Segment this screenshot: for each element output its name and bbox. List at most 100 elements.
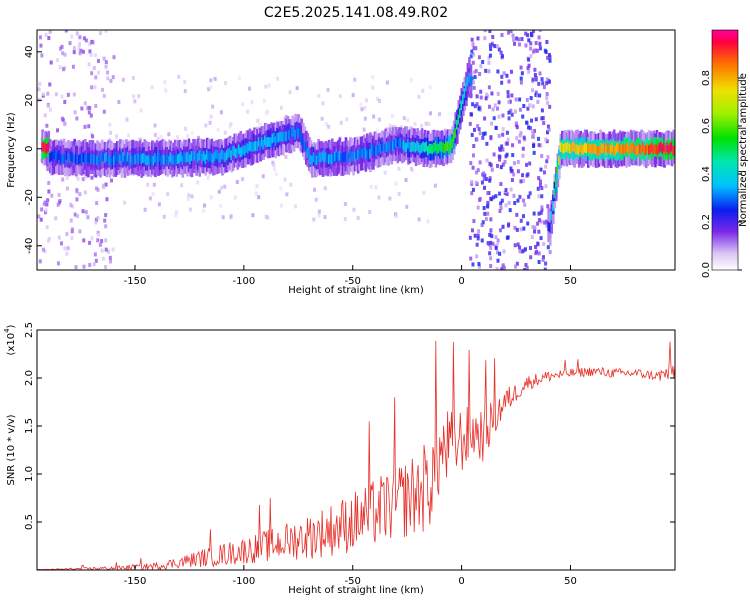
heat-cell	[334, 151, 337, 162]
heat-cell	[646, 143, 650, 154]
heat-cell	[207, 152, 211, 163]
heat-cell	[46, 198, 50, 203]
heat-cell	[54, 92, 58, 97]
heat-cell	[279, 105, 283, 110]
heat-cell	[490, 234, 494, 239]
heat-cell	[59, 241, 63, 246]
heat-cell	[312, 217, 316, 222]
heat-cell	[468, 235, 472, 240]
heat-cell	[64, 154, 67, 165]
heat-cell	[137, 153, 140, 164]
heat-cell	[45, 225, 49, 230]
heat-cell	[547, 53, 551, 58]
heat-cell	[579, 142, 583, 153]
heat-cell	[470, 112, 474, 117]
heat-cell	[506, 94, 510, 99]
heat-cell	[362, 127, 366, 132]
heat-cell	[410, 142, 413, 153]
y-tick-label: 0.5	[24, 514, 35, 530]
heat-cell	[209, 78, 213, 83]
x-tick-label: 50	[564, 276, 577, 287]
heat-cell	[41, 141, 44, 152]
heat-cell	[505, 73, 509, 78]
heat-cell	[531, 225, 535, 230]
heat-cell	[38, 259, 42, 264]
heat-cell	[370, 144, 374, 154]
heat-cell	[548, 222, 552, 233]
heat-cell	[49, 60, 53, 65]
heat-cell	[497, 154, 501, 159]
heat-cell	[231, 145, 235, 156]
heat-cell	[371, 85, 375, 90]
heat-cell	[468, 72, 471, 83]
y-tick-label: 1.5	[24, 418, 35, 434]
heat-cell	[160, 155, 163, 166]
heat-cell	[505, 152, 509, 157]
heat-cell	[551, 201, 555, 211]
heat-cell	[82, 152, 86, 163]
colorbar-label: Normalized spectral amplitude	[738, 73, 749, 227]
heat-cell	[220, 185, 224, 190]
heat-cell	[521, 214, 525, 219]
heat-cell	[385, 80, 389, 85]
heat-cell	[534, 41, 538, 46]
heat-cell	[72, 46, 76, 51]
heat-cell	[622, 144, 625, 154]
heat-cell	[545, 219, 549, 224]
heat-cell	[522, 179, 526, 184]
heat-cell	[488, 53, 492, 58]
heat-cell	[502, 71, 506, 76]
heat-cell	[489, 263, 493, 268]
heat-cell	[531, 132, 535, 137]
heat-cell	[241, 102, 245, 107]
heat-cell	[224, 81, 228, 86]
heat-cell	[512, 37, 516, 42]
heat-cell	[488, 43, 492, 48]
heat-cell	[43, 210, 47, 215]
heat-cell	[392, 125, 396, 130]
heat-cell	[472, 143, 476, 148]
heat-cell	[235, 180, 239, 185]
heat-cell	[372, 145, 375, 155]
heat-cell	[385, 142, 389, 152]
heat-cell	[37, 87, 41, 92]
heat-cell	[256, 118, 260, 123]
heat-cell	[190, 151, 194, 161]
heat-cell	[57, 200, 61, 205]
heat-cell	[393, 139, 397, 150]
heat-cell	[397, 166, 401, 171]
heat-cell	[70, 235, 74, 240]
heat-cell	[256, 141, 259, 152]
heat-cell	[537, 259, 541, 264]
colorbar-ticks: 0.0 0.2 0.4 0.6 0.8	[701, 70, 742, 278]
heat-cell	[262, 98, 266, 103]
heat-cell	[76, 176, 80, 181]
heat-cell	[670, 141, 674, 152]
heat-cell	[546, 155, 550, 160]
heat-cell	[474, 170, 478, 175]
heat-cell	[314, 197, 318, 202]
heat-cell	[61, 153, 64, 164]
heat-cell	[221, 149, 224, 160]
heat-cell	[514, 121, 518, 126]
heat-cell	[279, 131, 282, 142]
heat-cell	[184, 152, 188, 163]
heat-cell	[209, 85, 213, 90]
heat-cell	[96, 187, 100, 192]
heat-cell	[479, 64, 483, 69]
heat-cell	[95, 201, 99, 206]
heat-cell	[495, 266, 499, 270]
heat-cell	[543, 220, 547, 225]
heat-cell	[78, 192, 82, 197]
heat-cell	[111, 75, 115, 80]
heat-cell	[470, 37, 474, 42]
heat-cell	[360, 107, 364, 112]
heat-cell	[151, 154, 154, 165]
heat-cell	[295, 86, 299, 91]
heat-cell	[201, 153, 204, 164]
heat-cell	[363, 105, 367, 110]
heat-cell	[178, 153, 182, 164]
heat-cell	[280, 131, 284, 142]
heat-cell	[56, 202, 60, 207]
heat-cell	[368, 210, 372, 215]
